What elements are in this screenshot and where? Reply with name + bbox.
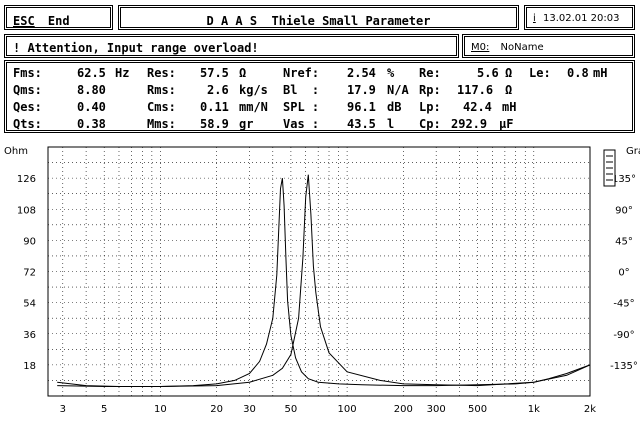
- title-box: D A A S Thiele Small Parameter: [118, 5, 519, 30]
- parameter-panel: Fms: 62.5 Hz Qms: 8.80 Qes: 0.40 Qts: 0.…: [4, 60, 635, 133]
- y-tick-label: 108: [17, 205, 36, 216]
- bl-label: Bl :: [283, 83, 320, 97]
- x-tick-label: 5: [101, 404, 107, 415]
- fms-label: Fms:: [13, 66, 42, 80]
- mms-label: Mms:: [147, 117, 176, 131]
- x-tick-label: 500: [468, 404, 487, 415]
- y2-tick-label: -90°: [613, 330, 634, 341]
- spl-label: SPL :: [283, 100, 320, 114]
- mms-value: 58.9: [200, 117, 229, 131]
- series-line-1: [57, 178, 591, 387]
- end-label[interactable]: End: [47, 14, 70, 28]
- y-axis-label: Ohm: [4, 146, 28, 157]
- le-value: 0.8: [567, 66, 589, 80]
- warning-bar: ! Attention, Input range overload!: [4, 34, 459, 58]
- lp-label: Lp:: [419, 100, 441, 114]
- datetime: 13.02.01 20:03: [542, 13, 620, 24]
- warning-text: ! Attention, Input range overload!: [13, 41, 259, 55]
- le-label: Le:: [529, 66, 551, 80]
- re-unit: Ω: [505, 66, 513, 80]
- qms-value: 8.80: [77, 83, 106, 97]
- spl-unit: dB: [387, 100, 402, 114]
- y2-tick-label: 45°: [615, 236, 633, 247]
- esc-key[interactable]: ESC: [13, 14, 35, 28]
- re-label: Re:: [419, 66, 441, 80]
- x-tick-label: 10: [154, 404, 167, 415]
- info-key[interactable]: i: [533, 13, 536, 24]
- x-tick-label: 1k: [528, 404, 540, 415]
- y2-axis-ticks: -135° -90° -45° 0° 45° 90° 135°: [610, 174, 638, 372]
- cms-label: Cms:: [147, 100, 176, 114]
- chart-series: [57, 174, 591, 387]
- x-tick-label: 300: [427, 404, 446, 415]
- x-tick-label: 2k: [584, 404, 596, 415]
- cms-unit: mm/N: [239, 100, 268, 114]
- measurement-name: NoName: [500, 42, 544, 53]
- bl-unit: N/A: [387, 83, 409, 97]
- nref-label: Nref:: [283, 66, 320, 80]
- escape-end-box[interactable]: ESC End: [4, 5, 113, 30]
- y-tick-label: 126: [17, 174, 36, 185]
- plot-frame: [47, 146, 591, 397]
- x-tick-label: 50: [285, 404, 298, 415]
- y-tick-label: 90: [23, 236, 36, 247]
- chart-grid: [48, 147, 591, 396]
- y-tick-label: 36: [23, 330, 36, 341]
- le-unit: mH: [593, 66, 608, 80]
- nref-value: 2.54: [347, 66, 376, 80]
- y-tick-label: 54: [23, 299, 36, 310]
- cp-value: 292.9: [451, 117, 488, 131]
- spl-value: 96.1: [347, 100, 376, 114]
- y2-tick-label: 0°: [618, 268, 629, 279]
- cp-unit: µF: [499, 117, 514, 131]
- y-axis-ticks: 18 36 54 72 90 108 126: [17, 174, 36, 372]
- rp-unit: Ω: [505, 83, 513, 97]
- qes-value: 0.40: [77, 100, 106, 114]
- vas-unit: l: [387, 117, 395, 131]
- lp-value: 42.4: [463, 100, 492, 114]
- measurement-label[interactable]: M0:: [471, 42, 490, 53]
- cms-value: 0.11: [200, 100, 229, 114]
- x-tick-label: 100: [338, 404, 357, 415]
- y-tick-label: 72: [23, 268, 36, 279]
- res-label: Res:: [147, 66, 176, 80]
- x-tick-label: 200: [394, 404, 413, 415]
- re-value: 5.6: [477, 66, 499, 80]
- fms-value: 62.5: [77, 66, 106, 80]
- qes-label: Qes:: [13, 100, 42, 114]
- y-tick-label: 18: [23, 361, 36, 372]
- rms-unit: kg/s: [239, 83, 268, 97]
- y2-tick-label: 90°: [615, 205, 633, 216]
- x-tick-label: 30: [243, 404, 256, 415]
- y2-tick-label: -135°: [610, 361, 638, 372]
- rms-label: Rms:: [147, 83, 176, 97]
- vas-value: 43.5: [347, 117, 376, 131]
- rp-value: 117.6: [457, 83, 494, 97]
- y2-tick-label: -45°: [613, 299, 634, 310]
- nref-unit: %: [387, 66, 395, 80]
- x-tick-label: 20: [210, 404, 223, 415]
- y2-tick-label: 135°: [612, 174, 636, 185]
- vas-label: Vas :: [283, 117, 320, 131]
- x-axis-ticks: 3 5 10 20 30 50 100 200 300 500 1k 2k: [60, 404, 597, 415]
- mms-unit: gr: [239, 117, 254, 131]
- app-title: D A A S Thiele Small Parameter: [206, 14, 431, 28]
- fms-unit: Hz: [115, 66, 130, 80]
- qms-label: Qms:: [13, 83, 42, 97]
- cp-label: Cp:: [419, 117, 441, 131]
- rms-value: 2.6: [207, 83, 229, 97]
- res-value: 57.5: [200, 66, 229, 80]
- x-tick-label: 3: [60, 404, 66, 415]
- qts-value: 0.38: [77, 117, 106, 131]
- lp-unit: mH: [502, 100, 517, 114]
- series-line-2: [57, 174, 591, 387]
- datetime-box: i 13.02.01 20:03: [524, 5, 635, 30]
- res-unit: Ω: [239, 66, 247, 80]
- y2-axis-label: Grad: [626, 146, 640, 157]
- rp-label: Rp:: [419, 83, 441, 97]
- bl-value: 17.9: [347, 83, 376, 97]
- qts-label: Qts:: [13, 117, 42, 131]
- measurement-box[interactable]: M0: NoName: [462, 34, 635, 58]
